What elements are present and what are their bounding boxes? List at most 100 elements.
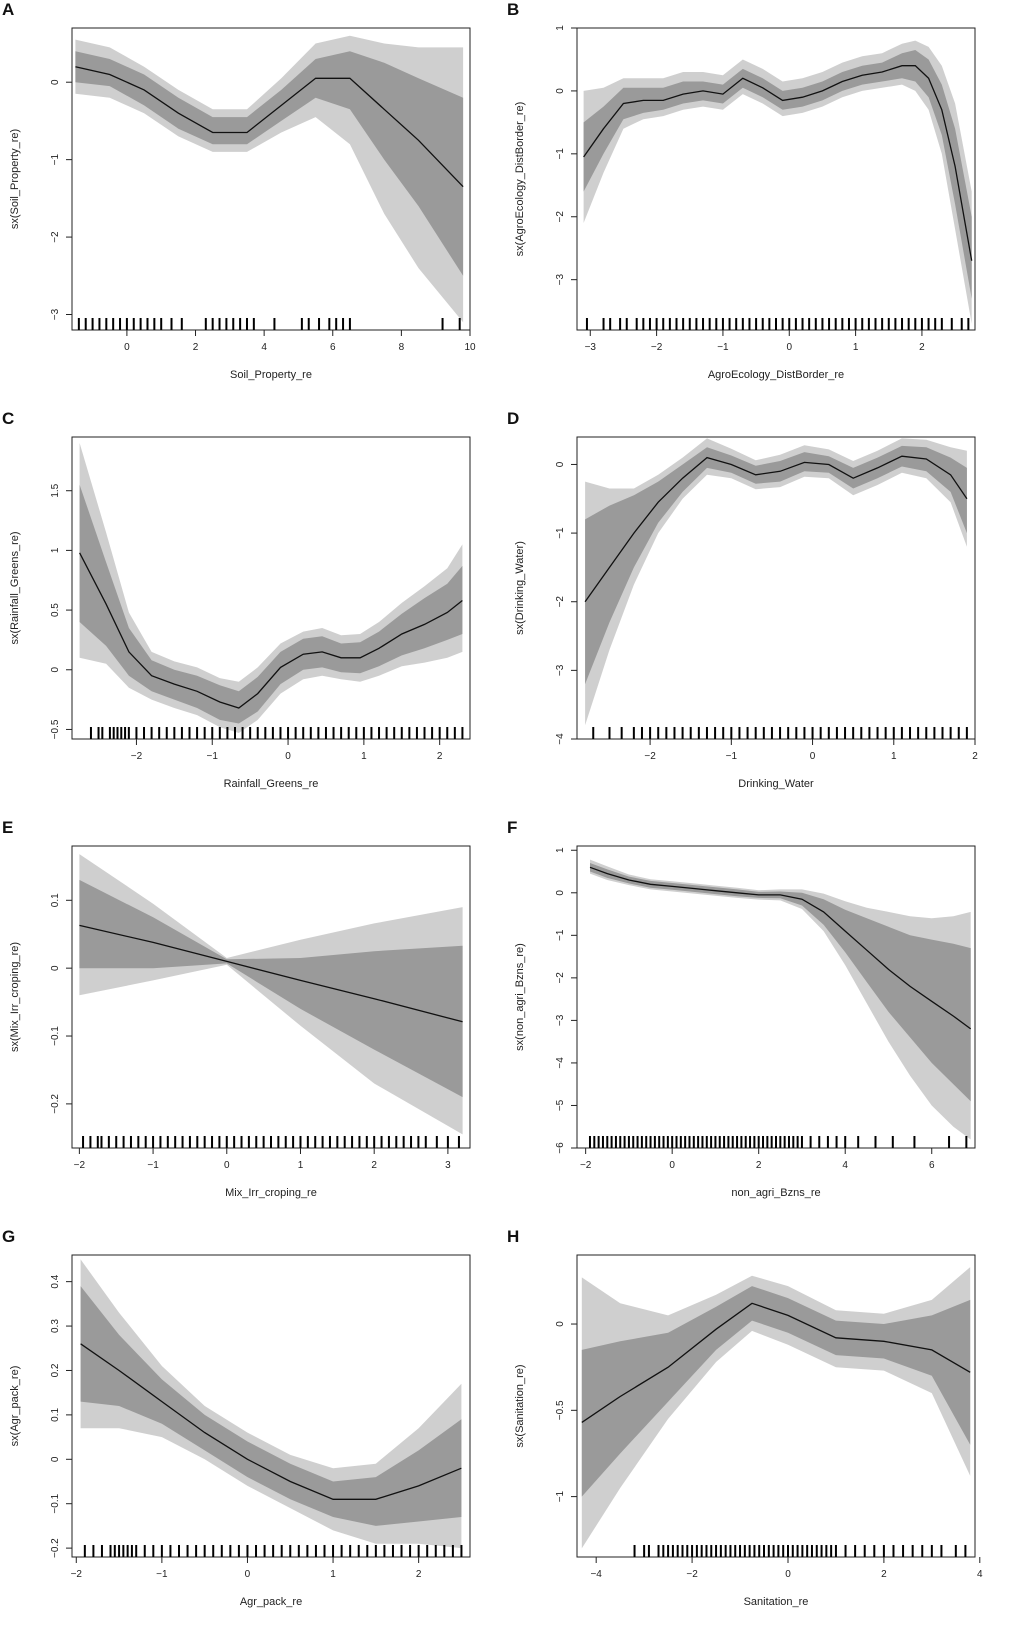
y-tick-label-h: 0: [555, 1321, 566, 1327]
x-tick-label-e: 3: [445, 1160, 451, 1171]
y-tick-label-d: −2: [555, 596, 566, 608]
x-tick-label-c: 0: [285, 751, 291, 762]
y-axis-title-e: sx(Mix_Irr_croping_re): [9, 942, 21, 1052]
y-tick-label-b: 0: [555, 88, 566, 94]
y-axis-title-a: sx(Soil_Property_re): [9, 129, 21, 229]
x-axis-title-c: Rainfall_Greens_re: [224, 778, 319, 790]
y-tick-label-d: 0: [555, 461, 566, 467]
x-axis-title-h: Sanitation_re: [744, 1596, 809, 1608]
x-tick-label-c: 1: [361, 751, 367, 762]
plot-frame-h: [576, 1254, 976, 1558]
y-tick-label-f: −5: [555, 1099, 566, 1111]
x-tick-label-h: 4: [977, 1569, 983, 1580]
x-tick-label-a: 2: [193, 342, 199, 353]
outer-confidence-band-b: [583, 40, 972, 324]
y-tick-label-a: −1: [50, 154, 61, 166]
chart-d-svg: −2 −1 0 1 2 −4 −3 −2 −1 0 Drinking_Water sx(Drinkin…: [514, 436, 978, 790]
panel-f: −2 0 2 4 6 −6 −5 −4 −3 −2 −1 0 1 non_agri_Bzns_re sx(n…: [505, 818, 1010, 1227]
panel-letter-a: A: [2, 0, 15, 19]
y-tick-label-e: 0.1: [50, 893, 61, 907]
x-tick-label-a: 0: [124, 342, 130, 353]
y-axis-title-b: sx(AgroEcology_DistBorder_re): [514, 102, 526, 257]
y-tick-label-a: −2: [50, 231, 61, 243]
y-axis-title-g: sx(Agr_pack_re): [9, 1366, 21, 1447]
chart-a-svg: 0 2 4 6 8 10 −3 −2 −1 0 Soil_Property_re sx(Soil_Pr…: [9, 27, 476, 381]
x-axis-title-a: Soil_Property_re: [230, 369, 312, 381]
y-tick-label-h: −0.5: [555, 1400, 566, 1420]
x-tick-label-e: −2: [74, 1160, 86, 1171]
y-tick-label-c: 0: [50, 667, 61, 673]
x-axis-title-g: Agr_pack_re: [240, 1596, 302, 1608]
y-tick-label-h: −1: [555, 1490, 566, 1502]
y-tick-label-b: 1: [555, 25, 566, 31]
panel-letter-d: D: [507, 409, 520, 428]
y-tick-label-b: −2: [555, 211, 566, 223]
fit-line-b: [583, 65, 973, 261]
y-tick-label-c: 1.5: [50, 483, 61, 497]
inner-confidence-band-d: [585, 445, 967, 685]
chart-c-svg: −2 −1 0 1 2 −0.5 0 0.5 1 1.5 Rainfall_Greens_re sx(…: [9, 436, 471, 790]
y-tick-label-a: −3: [50, 308, 61, 320]
x-tick-label-b: 0: [786, 342, 792, 353]
panel-letter-c: C: [2, 409, 15, 428]
x-tick-label-g: 0: [245, 1569, 251, 1580]
y-tick-label-g: 0.4: [50, 1274, 61, 1288]
x-tick-label-h: 2: [881, 1569, 887, 1580]
y-axis-title-c: sx(Rainfall_Greens_re): [9, 531, 21, 644]
panel-a: 0 2 4 6 8 10 −3 −2 −1 0 Soil_Property_re sx(Soil_Pr…: [0, 0, 505, 409]
x-axis-title-e: Mix_Irr_croping_re: [225, 1187, 317, 1199]
x-tick-label-c: 2: [437, 751, 443, 762]
chart-e-svg: −2 −1 0 1 2 3 −0.2 −0.1 0 0.1 Mix_Irr_croping_re sx…: [9, 845, 471, 1199]
x-tick-label-g: 1: [330, 1569, 336, 1580]
chart-h-svg: −4 −2 0 2 4 −1 −0.5 0 Sanitation_re sx(Sanitation…: [514, 1254, 983, 1608]
outer-confidence-band-g: [80, 1259, 462, 1549]
fit-line-f: [589, 866, 972, 1030]
plot-frame-g: [71, 1254, 471, 1558]
x-tick-label-d: 1: [891, 751, 897, 762]
y-tick-label-g: 0.1: [50, 1407, 61, 1421]
x-axis-title-d: Drinking_Water: [738, 778, 814, 790]
y-tick-label-f: −2: [555, 972, 566, 984]
panel-g: −2 −1 0 1 2 −0.2 −0.1 0 0.1 0.2 0.3 0.4 Agr_pack_re s…: [0, 1227, 505, 1636]
y-tick-label-f: 1: [555, 847, 566, 853]
x-tick-label-e: 2: [371, 1160, 377, 1171]
y-tick-label-g: −0.1: [50, 1493, 61, 1513]
x-tick-label-d: 0: [810, 751, 816, 762]
x-tick-label-d: 2: [972, 751, 978, 762]
y-tick-label-f: −4: [555, 1057, 566, 1069]
x-tick-label-g: 2: [416, 1569, 422, 1580]
x-tick-label-c: −2: [131, 751, 143, 762]
y-axis-title-d: sx(Drinking_Water): [514, 541, 526, 635]
panel-letter-g: G: [2, 1227, 16, 1246]
y-tick-label-g: 0: [50, 1456, 61, 1462]
chart-b-svg: −3 −2 −1 0 1 2 −3 −2 −1 0 1 AgroEcology_DistBorder_…: [514, 25, 976, 381]
x-tick-label-e: −1: [147, 1160, 159, 1171]
y-tick-label-c: 0.5: [50, 603, 61, 617]
panel-letter-h: H: [507, 1227, 520, 1246]
x-tick-label-e: 1: [298, 1160, 304, 1171]
y-tick-label-c: −0.5: [50, 719, 61, 739]
inner-confidence-band-c: [79, 484, 463, 724]
panel-d: −2 −1 0 1 2 −4 −3 −2 −1 0 Drinking_Water sx(Drinkin…: [505, 409, 1010, 818]
inner-confidence-band-f: [590, 863, 971, 1102]
y-tick-label-f: 0: [555, 890, 566, 896]
fit-line-a: [75, 66, 464, 188]
y-tick-label-e: 0: [50, 965, 61, 971]
x-tick-label-b: −1: [717, 342, 729, 353]
panel-h: −4 −2 0 2 4 −1 −0.5 0 Sanitation_re sx(Sanitation…: [505, 1227, 1010, 1636]
x-tick-label-a: 6: [330, 342, 336, 353]
y-axis-title-f: sx(non_agri_Bzns_re): [514, 943, 526, 1051]
inner-confidence-band-e: [79, 879, 463, 1098]
x-tick-label-f: −2: [580, 1160, 592, 1171]
y-tick-label-f: −6: [555, 1142, 566, 1154]
plot-frame-a: [71, 27, 471, 331]
plot-frame-c: [71, 436, 471, 740]
x-tick-label-h: −4: [590, 1569, 602, 1580]
y-tick-label-f: −1: [555, 929, 566, 941]
y-tick-label-a: 0: [50, 79, 61, 85]
x-tick-label-g: −1: [156, 1569, 168, 1580]
x-tick-label-h: 0: [785, 1569, 791, 1580]
panel-letter-b: B: [507, 0, 520, 19]
x-axis-title-f: non_agri_Bzns_re: [731, 1187, 820, 1199]
